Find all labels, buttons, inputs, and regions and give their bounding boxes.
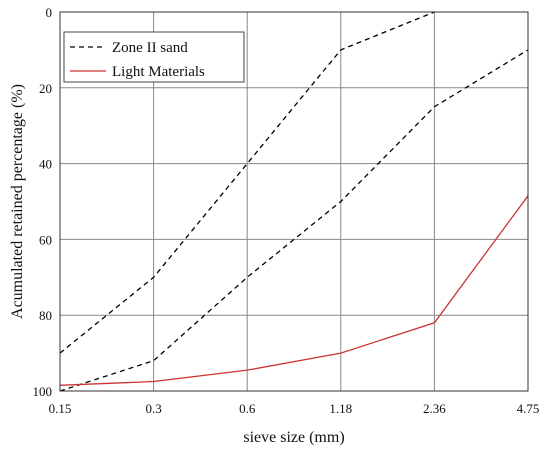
- series-line-3: [59, 195, 529, 386]
- y-tick-labels: 0 20 40 60 80 100: [33, 5, 53, 399]
- y-tick-label: 0: [46, 5, 53, 20]
- x-tick-label: 0.3: [145, 401, 161, 416]
- y-tick-label: 20: [39, 81, 52, 96]
- x-tick-label: 0.6: [239, 401, 256, 416]
- x-tick-labels: 0.15 0.3 0.6 1.18 2.36 4.75: [49, 401, 540, 416]
- x-tick-label: 0.15: [49, 401, 72, 416]
- x-tick-label: 2.36: [423, 401, 446, 416]
- x-axis-title: sieve size (mm): [243, 429, 344, 446]
- x-tick-label: 4.75: [517, 401, 540, 416]
- y-tick-label: 100: [33, 384, 53, 399]
- legend-box: [63, 31, 245, 83]
- series-layer: [59, 11, 529, 392]
- y-tick-label: 40: [39, 157, 52, 172]
- y-tick-label: 80: [39, 308, 52, 323]
- x-tick-label: 1.18: [329, 401, 352, 416]
- series-line-2: [59, 49, 529, 392]
- legend: Zone II sand Light Materials: [63, 31, 245, 83]
- y-axis-title: Acumulated retained percentage (%): [9, 84, 26, 319]
- legend-entry: Zone II sand: [112, 40, 188, 56]
- legend-entry: Light Materials: [112, 64, 205, 80]
- y-tick-label: 60: [39, 232, 52, 247]
- plot-frame: [59, 11, 529, 392]
